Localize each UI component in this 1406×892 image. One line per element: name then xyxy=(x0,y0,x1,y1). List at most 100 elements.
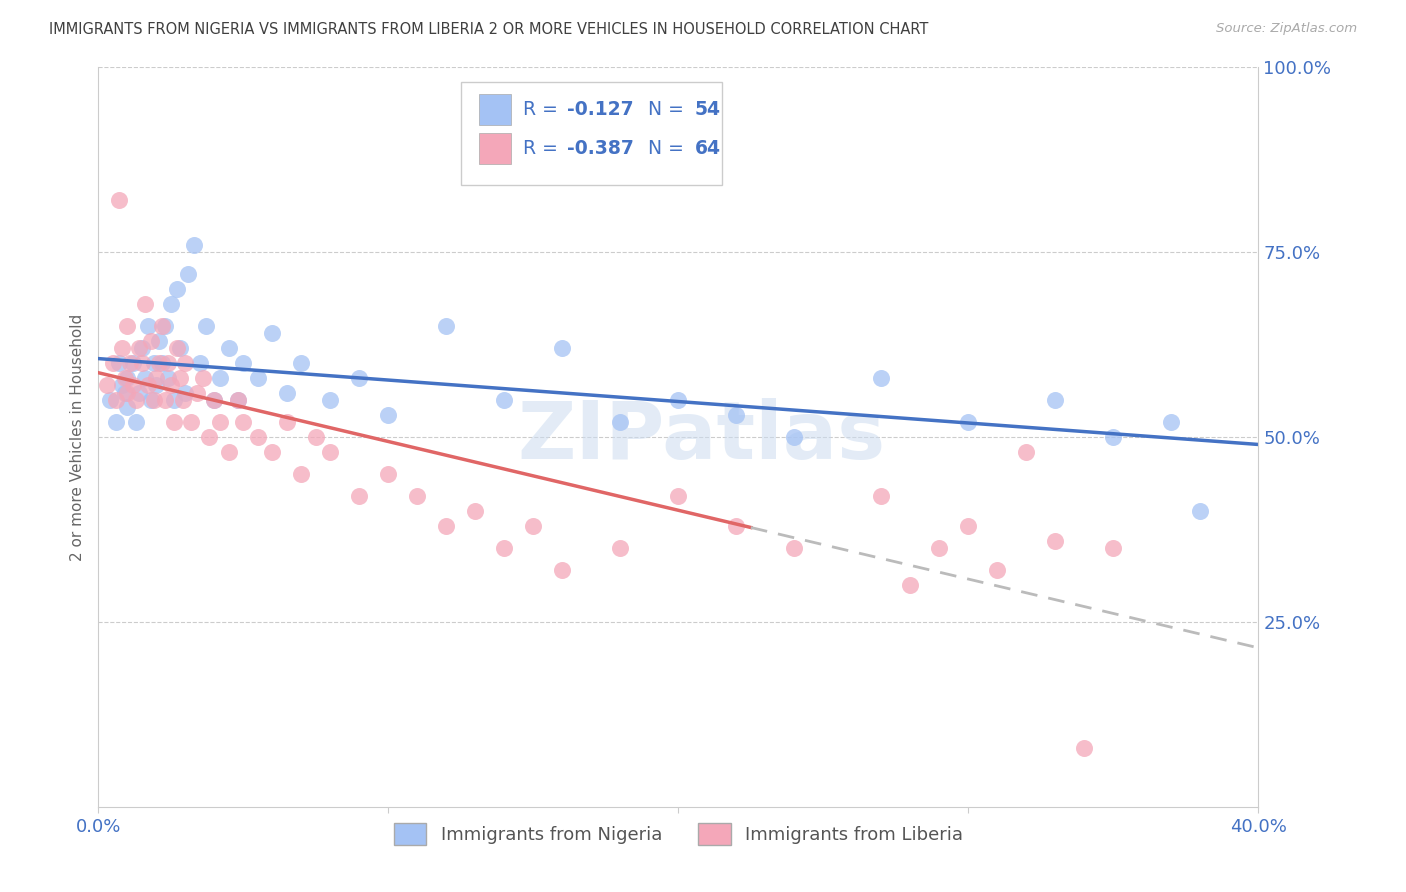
Point xyxy=(406,489,429,503)
Point xyxy=(666,392,689,407)
Point xyxy=(209,371,232,385)
Point xyxy=(125,415,148,429)
Point xyxy=(986,563,1008,577)
Point xyxy=(870,489,893,503)
Text: Source: ZipAtlas.com: Source: ZipAtlas.com xyxy=(1216,22,1357,36)
Point xyxy=(783,541,806,555)
Point xyxy=(1102,541,1125,555)
Point xyxy=(136,318,159,333)
Point xyxy=(160,297,183,311)
Point xyxy=(142,392,165,407)
Point xyxy=(305,430,328,444)
Point xyxy=(194,318,217,333)
Point xyxy=(128,341,150,355)
Point xyxy=(1160,415,1182,429)
Point xyxy=(725,519,748,533)
Point xyxy=(262,326,284,341)
Text: 64: 64 xyxy=(695,139,721,158)
Point xyxy=(142,356,165,370)
Point xyxy=(928,541,950,555)
Text: 54: 54 xyxy=(695,100,721,119)
Point xyxy=(117,401,139,415)
Point xyxy=(226,392,249,407)
Point xyxy=(101,356,124,370)
Point xyxy=(122,356,145,370)
Point xyxy=(551,341,574,355)
Point xyxy=(111,341,132,355)
Point xyxy=(204,392,226,407)
Text: ZIPatlas: ZIPatlas xyxy=(517,398,886,476)
Text: IMMIGRANTS FROM NIGERIA VS IMMIGRANTS FROM LIBERIA 2 OR MORE VEHICLES IN HOUSEHO: IMMIGRANTS FROM NIGERIA VS IMMIGRANTS FR… xyxy=(49,22,928,37)
Text: N =: N = xyxy=(630,100,689,119)
Point xyxy=(117,371,139,385)
Point xyxy=(139,392,162,407)
Point xyxy=(145,378,167,392)
Point xyxy=(494,392,516,407)
Point xyxy=(148,356,170,370)
Point xyxy=(163,392,186,407)
Text: R =: R = xyxy=(523,100,564,119)
Point xyxy=(262,445,284,459)
FancyBboxPatch shape xyxy=(479,94,512,125)
Legend: Immigrants from Nigeria, Immigrants from Liberia: Immigrants from Nigeria, Immigrants from… xyxy=(385,814,972,854)
Point xyxy=(1045,533,1067,548)
Point xyxy=(153,318,176,333)
Point xyxy=(218,445,240,459)
Point xyxy=(104,392,127,407)
Y-axis label: 2 or more Vehicles in Household: 2 or more Vehicles in Household xyxy=(70,313,86,561)
FancyBboxPatch shape xyxy=(461,82,723,186)
Point xyxy=(117,318,139,333)
Point xyxy=(232,356,254,370)
Point xyxy=(183,237,205,252)
Point xyxy=(494,541,516,555)
Point xyxy=(169,371,191,385)
Point xyxy=(377,467,399,482)
Point xyxy=(188,356,211,370)
Point xyxy=(122,378,145,392)
Point xyxy=(134,371,156,385)
Point xyxy=(666,489,689,503)
Point xyxy=(319,445,342,459)
Point xyxy=(226,392,249,407)
Point xyxy=(1102,430,1125,444)
Point xyxy=(98,392,121,407)
Point xyxy=(139,334,162,348)
Text: N =: N = xyxy=(630,139,689,158)
Point xyxy=(232,415,254,429)
Point xyxy=(157,371,180,385)
Point xyxy=(131,356,153,370)
Point xyxy=(177,267,200,281)
Point xyxy=(186,385,208,400)
Point xyxy=(609,415,631,429)
Point xyxy=(117,385,139,400)
Point xyxy=(957,415,980,429)
FancyBboxPatch shape xyxy=(479,133,512,164)
Point xyxy=(145,371,167,385)
Point xyxy=(163,415,186,429)
Point xyxy=(134,297,156,311)
Point xyxy=(114,385,136,400)
Point xyxy=(1045,392,1067,407)
Point xyxy=(436,318,458,333)
Point xyxy=(290,356,312,370)
Point xyxy=(150,356,173,370)
Point xyxy=(104,415,127,429)
Point xyxy=(174,385,197,400)
Point xyxy=(1189,504,1212,518)
Point xyxy=(783,430,806,444)
Point xyxy=(128,385,150,400)
Point xyxy=(870,371,893,385)
Point xyxy=(290,467,312,482)
Text: -0.387: -0.387 xyxy=(567,139,634,158)
Point xyxy=(349,489,371,503)
Point xyxy=(160,378,183,392)
Point xyxy=(209,415,232,429)
Point xyxy=(169,341,191,355)
Point xyxy=(153,392,176,407)
Text: R =: R = xyxy=(523,139,564,158)
Point xyxy=(125,392,148,407)
Point xyxy=(609,541,631,555)
Point xyxy=(725,408,748,422)
Point xyxy=(111,378,132,392)
Point xyxy=(522,519,544,533)
